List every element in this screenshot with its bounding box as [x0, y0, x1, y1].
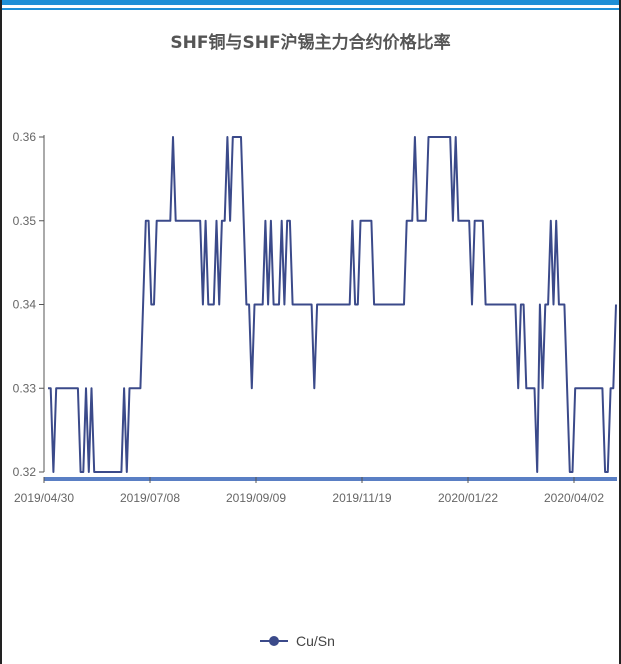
x-tick-label: 2020/04/02	[544, 491, 604, 505]
x-tick-label: 2019/07/08	[120, 491, 180, 505]
y-tick-label: 0.35	[13, 214, 37, 228]
y-axis-ticks: 0.32 0.33 0.34 0.35 0.36	[13, 130, 44, 479]
y-tick-label: 0.32	[13, 465, 37, 479]
x-axis-ticks: 2019/04/30 2019/07/08 2019/09/09 2019/11/19…	[14, 477, 604, 505]
legend[interactable]: Cu/Sn	[258, 633, 335, 649]
chart-axes	[43, 135, 617, 481]
series-line-cu-sn	[48, 136, 617, 473]
top-accent-line	[0, 8, 621, 10]
y-tick-label: 0.34	[13, 298, 37, 312]
left-border	[0, 0, 2, 664]
y-tick-label: 0.36	[13, 130, 37, 144]
right-border	[619, 0, 621, 664]
x-tick-label: 2020/01/22	[438, 491, 498, 505]
y-tick-label: 0.33	[13, 381, 37, 395]
x-tick-label: 2019/11/19	[332, 491, 391, 505]
x-tick-label: 2019/04/30	[14, 491, 74, 505]
chart-title: SHF铜与SHF沪锡主力合约价格比率	[170, 33, 451, 53]
legend-marker-icon	[260, 636, 288, 646]
x-tick-label: 2019/09/09	[226, 491, 286, 505]
legend-label: Cu/Sn	[296, 633, 335, 649]
top-accent-bar	[0, 0, 621, 5]
